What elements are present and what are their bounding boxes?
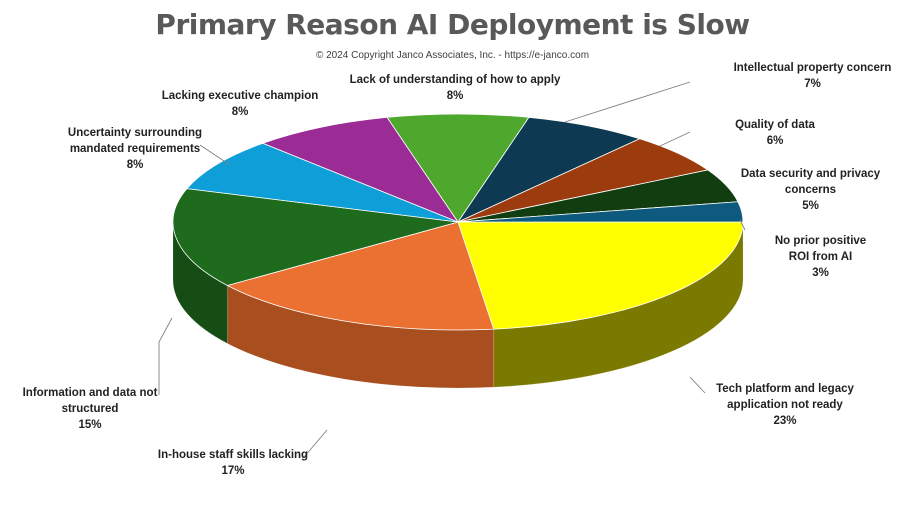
slice-label-text: Intellectual property concern (733, 62, 892, 74)
leader-line-6 (564, 81, 691, 123)
slice-label-text: In-house staff skills lacking (157, 449, 309, 461)
pie-slice-5 (386, 113, 530, 223)
leader-line-0 (689, 376, 706, 394)
slice-label-text: Lacking executive champion (161, 90, 319, 102)
slice-value-text: 15% (78, 419, 102, 431)
slice-label-text: Information and data not structured (22, 387, 158, 415)
pie-slice-6 (456, 116, 641, 223)
slice-value-text: 7% (804, 78, 821, 90)
pie-slice-0 (457, 221, 744, 330)
slice-label-2: Information and data not structured 15% (10, 385, 170, 433)
slice-value-text: 8% (126, 159, 144, 171)
leader-line-9 (739, 219, 746, 231)
pie-top (172, 113, 744, 331)
slice-label-text: Uncertainty surrounding mandated require… (67, 127, 203, 155)
slice-label-text: Data security and privacy concerns (740, 168, 881, 196)
chart-title: Primary Reason AI Deployment is Slow (155, 8, 750, 41)
pie-slice-1 (226, 221, 495, 331)
leader-line-3 (199, 144, 231, 166)
slice-label-6: Intellectual property concern 7% (700, 60, 905, 92)
pie-side-walls (172, 221, 744, 389)
slice-value-text: 23% (773, 415, 797, 427)
slice-label-text: Lack of understanding of how to apply (349, 74, 561, 86)
leader-line-7 (659, 131, 691, 147)
slice-value-text: 3% (812, 267, 829, 279)
slice-label-5: Lack of understanding of how to apply 8% (345, 72, 565, 104)
leader-lines (158, 81, 746, 458)
slice-label-0: Tech platform and legacy application not… (700, 381, 870, 429)
slice-label-8: Data security and privacy concerns 5% (728, 166, 893, 214)
slice-label-3: Uncertainty surrounding mandated require… (55, 125, 215, 173)
slice-value-text: 5% (802, 200, 819, 212)
slice-value-text: 6% (766, 135, 784, 147)
pie-slice-3 (186, 142, 459, 223)
pie-slice-4 (261, 116, 460, 223)
slice-value-text: 17% (221, 465, 245, 477)
leader-line-2 (158, 317, 173, 395)
slice-label-text: Quality of data (735, 119, 815, 131)
pie-slice-2 (172, 188, 459, 286)
slice-label-text: Tech platform and legacy application not… (716, 383, 854, 411)
slice-label-1: In-house staff skills lacking 17% (148, 447, 318, 479)
slice-label-4: Lacking executive champion 8% (155, 88, 325, 120)
slice-value-text: 8% (231, 106, 249, 118)
pie-slice-9 (457, 201, 744, 223)
leader-line-1 (303, 429, 328, 458)
slice-label-9: No prior positive ROI from AI 3% (748, 233, 893, 281)
slice-label-text: No prior positive ROI from AI (774, 235, 867, 263)
slice-value-text: 8% (446, 90, 464, 102)
chart-subtitle: © 2024 Copyright Janco Associates, Inc. … (315, 50, 590, 61)
slice-label-7: Quality of data 6% (705, 117, 845, 149)
